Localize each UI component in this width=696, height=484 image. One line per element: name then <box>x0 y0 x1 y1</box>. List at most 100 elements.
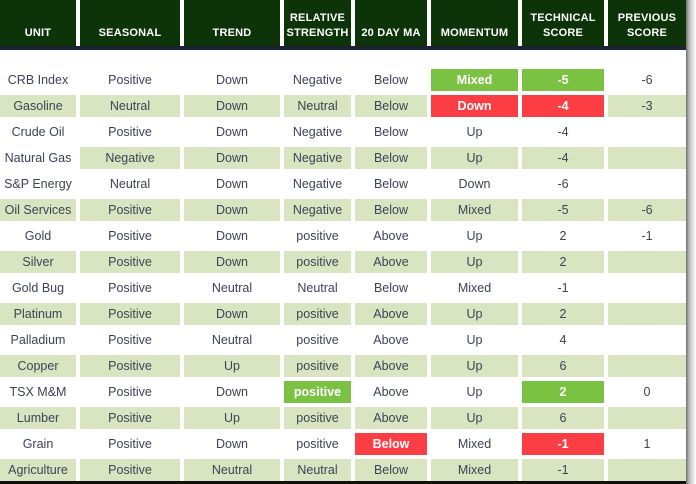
cell-silver-20-day-ma: Above <box>355 251 427 273</box>
spacer-cell-seasonal <box>80 50 180 65</box>
cell-platinum-unit: Platinum <box>0 303 76 325</box>
spacer-cell-trend <box>184 50 280 65</box>
cell-natural-gas-20-day-ma: Below <box>355 147 427 169</box>
cell-oil-services-20-day-ma: Below <box>355 199 427 221</box>
cell-copper-20-day-ma: Above <box>355 355 427 377</box>
cell-copper-seasonal: Positive <box>80 355 180 377</box>
cell-s-p-energy-trend: Down <box>184 173 280 195</box>
cell-crb-index-seasonal: Positive <box>80 69 180 91</box>
cell-s-p-energy-20-day-ma: Below <box>355 173 427 195</box>
cell-lumber-trend: Up <box>184 407 280 429</box>
spacer-cell-momentum <box>431 50 518 65</box>
cell-grain-prev-score: 1 <box>608 433 686 455</box>
cell-agriculture-unit: Agriculture <box>0 459 76 481</box>
cell-gold-bug-unit: Gold Bug <box>0 277 76 299</box>
cell-agriculture-seasonal: Positive <box>80 459 180 481</box>
cell-tsx-m-m-20-day-ma: Above <box>355 381 427 403</box>
cell-gasoline-20-day-ma: Below <box>355 95 427 117</box>
cell-crb-index-20-day-ma: Below <box>355 69 427 91</box>
cell-lumber-momentum: Up <box>431 407 518 429</box>
cell-palladium-unit: Palladium <box>0 329 76 351</box>
cell-crude-oil-prev-score <box>608 121 686 143</box>
column-header-unit: UNIT <box>0 0 76 46</box>
cell-tsx-m-m-momentum: Up <box>431 381 518 403</box>
header-row: UNIT SEASONAL TREND RELATIVE STRENGTH 20 DAY… <box>0 0 686 46</box>
cell-gold-prev-score: -1 <box>608 225 686 247</box>
cell-copper-trend: Up <box>184 355 280 377</box>
cell-grain-momentum: Mixed <box>431 433 518 455</box>
cell-tsx-m-m-prev-score: 0 <box>608 381 686 403</box>
cell-s-p-energy-seasonal: Neutral <box>80 173 180 195</box>
cell-gold-bug-20-day-ma: Below <box>355 277 427 299</box>
cell-crb-index-rel-strength: Negative <box>284 69 351 91</box>
cell-crb-index-tech-score: -5 <box>522 69 604 91</box>
cell-crb-index-trend: Down <box>184 69 280 91</box>
cell-platinum-tech-score: 2 <box>522 303 604 325</box>
cell-agriculture-momentum: Mixed <box>431 459 518 481</box>
column-header-seasonal: SEASONAL <box>80 0 180 46</box>
cell-agriculture-trend: Neutral <box>184 459 280 481</box>
cell-natural-gas-trend: Down <box>184 147 280 169</box>
cell-gold-rel-strength: positive <box>284 225 351 247</box>
cell-silver-rel-strength: positive <box>284 251 351 273</box>
cell-palladium-seasonal: Positive <box>80 329 180 351</box>
cell-silver-tech-score: 2 <box>522 251 604 273</box>
column-header-tech-score: TECHNICAL SCORE <box>522 0 604 46</box>
cell-gasoline-prev-score: -3 <box>608 95 686 117</box>
header-underline <box>0 46 686 50</box>
cell-silver-prev-score <box>608 251 686 273</box>
cell-gasoline-rel-strength: Neutral <box>284 95 351 117</box>
cell-lumber-20-day-ma: Above <box>355 407 427 429</box>
cell-natural-gas-rel-strength: Negative <box>284 147 351 169</box>
cell-gasoline-trend: Down <box>184 95 280 117</box>
cell-oil-services-tech-score: -5 <box>522 199 604 221</box>
cell-gold-bug-momentum: Mixed <box>431 277 518 299</box>
cell-gasoline-momentum: Down <box>431 95 518 117</box>
cell-crb-index-momentum: Mixed <box>431 69 518 91</box>
cell-oil-services-unit: Oil Services <box>0 199 76 221</box>
cell-oil-services-momentum: Mixed <box>431 199 518 221</box>
cell-tsx-m-m-unit: TSX M&M <box>0 381 76 403</box>
cell-silver-momentum: Up <box>431 251 518 273</box>
cell-gold-20-day-ma: Above <box>355 225 427 247</box>
cell-natural-gas-unit: Natural Gas <box>0 147 76 169</box>
cell-crude-oil-unit: Crude Oil <box>0 121 76 143</box>
spacer-cell-prev-score <box>608 50 686 65</box>
cell-crude-oil-momentum: Up <box>431 121 518 143</box>
cell-natural-gas-prev-score <box>608 147 686 169</box>
cell-platinum-seasonal: Positive <box>80 303 180 325</box>
cell-gold-unit: Gold <box>0 225 76 247</box>
cell-agriculture-tech-score: -1 <box>522 459 604 481</box>
column-header-trend: TREND <box>184 0 280 46</box>
cell-grain-seasonal: Positive <box>80 433 180 455</box>
cell-crb-index-prev-score: -6 <box>608 69 686 91</box>
cell-grain-20-day-ma: Below <box>355 433 427 455</box>
spacer-cell-tech-score <box>522 50 604 65</box>
cell-grain-trend: Down <box>184 433 280 455</box>
cell-gold-seasonal: Positive <box>80 225 180 247</box>
cell-copper-momentum: Up <box>431 355 518 377</box>
cell-lumber-prev-score <box>608 407 686 429</box>
cell-tsx-m-m-seasonal: Positive <box>80 381 180 403</box>
cell-crude-oil-20-day-ma: Below <box>355 121 427 143</box>
cell-s-p-energy-prev-score <box>608 173 686 195</box>
cell-copper-unit: Copper <box>0 355 76 377</box>
cell-platinum-20-day-ma: Above <box>355 303 427 325</box>
cell-palladium-20-day-ma: Above <box>355 329 427 351</box>
cell-gold-bug-trend: Neutral <box>184 277 280 299</box>
cell-gold-bug-tech-score: -1 <box>522 277 604 299</box>
cell-grain-unit: Grain <box>0 433 76 455</box>
cell-crude-oil-tech-score: -4 <box>522 121 604 143</box>
cell-s-p-energy-tech-score: -6 <box>522 173 604 195</box>
image-drop-shadow <box>686 0 696 484</box>
cell-gasoline-seasonal: Neutral <box>80 95 180 117</box>
cell-oil-services-seasonal: Positive <box>80 199 180 221</box>
cell-crb-index-unit: CRB Index <box>0 69 76 91</box>
cell-palladium-prev-score <box>608 329 686 351</box>
cell-gasoline-tech-score: -4 <box>522 95 604 117</box>
spacer-cell-20-day-ma <box>355 50 427 65</box>
cell-gold-tech-score: 2 <box>522 225 604 247</box>
cell-crude-oil-trend: Down <box>184 121 280 143</box>
cell-tsx-m-m-rel-strength: positive <box>284 381 351 403</box>
spacer-cell-rel-strength <box>284 50 351 65</box>
